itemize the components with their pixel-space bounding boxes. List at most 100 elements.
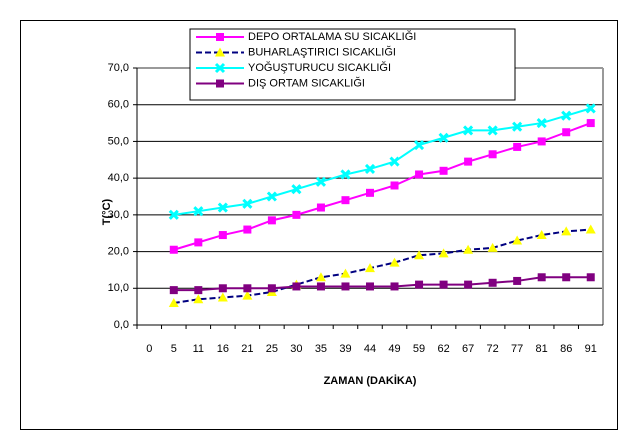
- data-point: [536, 230, 547, 240]
- data-point: [438, 132, 449, 143]
- data-point: [194, 286, 203, 295]
- x-tick-label: 5: [171, 343, 177, 355]
- data-point: [389, 156, 400, 167]
- x-tick-label: 62: [437, 343, 449, 355]
- data-point: [366, 188, 374, 197]
- legend-label: DEPO ORTALAMA SU SICAKLIĞI: [248, 30, 416, 43]
- y-tick-label: 50,0: [108, 135, 129, 147]
- y-tick-label: 40,0: [108, 172, 129, 184]
- x-tick-label: 44: [364, 343, 376, 355]
- data-point: [561, 226, 572, 236]
- data-point: [242, 290, 253, 300]
- data-point: [512, 235, 523, 245]
- data-point: [487, 125, 498, 136]
- data-point: [315, 272, 326, 282]
- legend-label: BUHARLAŞTIRICI SICAKLIĞI: [248, 45, 396, 58]
- x-tick-label: 67: [462, 343, 474, 355]
- series-line: [173, 228, 591, 304]
- y-tick-label: 30,0: [108, 209, 129, 221]
- series-line: [173, 276, 591, 292]
- data-point: [537, 137, 546, 146]
- data-point: [413, 140, 425, 151]
- data-point: [365, 263, 375, 273]
- data-point: [291, 184, 302, 195]
- data-point: [512, 121, 523, 132]
- data-point: [389, 257, 400, 267]
- y-tick-label: 60,0: [108, 99, 129, 111]
- legend-label: YOĞUŞTURUCU SICAKLIĞI: [248, 61, 391, 74]
- data-point: [488, 278, 497, 287]
- data-point: [340, 268, 351, 278]
- data-point: [315, 176, 327, 187]
- data-point: [194, 238, 203, 247]
- x-tick-label: 30: [290, 343, 302, 355]
- data-point: [193, 206, 204, 217]
- data-point: [168, 297, 179, 307]
- data-point: [414, 250, 425, 260]
- data-point: [169, 245, 178, 254]
- x-tick-label: 21: [241, 343, 253, 355]
- data-point: [218, 284, 227, 293]
- data-point: [364, 163, 376, 175]
- data-point: [439, 166, 448, 175]
- data-point: [487, 242, 498, 252]
- y-tick-label: 70,0: [108, 62, 129, 74]
- x-tick-label: 35: [315, 343, 327, 355]
- data-point: [217, 292, 228, 302]
- data-point: [217, 202, 228, 213]
- legend-marker: [214, 62, 226, 74]
- data-point: [390, 181, 399, 190]
- legend-marker: [216, 79, 224, 88]
- data-point: [169, 286, 178, 295]
- data-point: [242, 198, 253, 209]
- data-point: [292, 282, 301, 291]
- data-point: [340, 169, 351, 180]
- x-tick-label: 16: [217, 343, 229, 355]
- series-line: [173, 122, 592, 251]
- data-point: [463, 125, 474, 136]
- data-point: [536, 118, 547, 129]
- data-point: [267, 216, 276, 225]
- x-axis-label: ZAMAN (DAKİKA): [324, 374, 417, 387]
- x-tick-label: 77: [511, 343, 523, 355]
- x-tick-label: 86: [560, 343, 572, 355]
- data-point: [464, 157, 473, 166]
- x-tick-label: 81: [536, 343, 548, 355]
- x-tick-label: 11: [193, 343, 204, 355]
- data-point: [464, 280, 473, 289]
- y-axis-label: T(°C): [101, 198, 113, 225]
- data-point: [513, 276, 522, 285]
- legend-marker: [216, 33, 224, 41]
- data-point: [243, 284, 252, 293]
- series-line: [173, 107, 592, 216]
- x-tick-label: 72: [487, 343, 499, 355]
- data-point: [292, 210, 301, 219]
- x-tick-label: 59: [413, 343, 425, 355]
- x-tick-label: 91: [585, 343, 597, 355]
- data-point: [266, 191, 277, 202]
- x-tick-label: 49: [388, 343, 400, 355]
- x-tick-label: 0: [146, 343, 152, 355]
- data-point: [415, 170, 424, 179]
- data-point: [438, 248, 449, 258]
- data-point: [463, 244, 474, 254]
- x-tick-label: 39: [339, 343, 351, 355]
- data-point: [218, 231, 227, 240]
- x-tick-label: 25: [266, 343, 278, 355]
- data-point: [168, 209, 179, 220]
- data-point: [562, 128, 571, 137]
- data-point: [585, 224, 596, 234]
- data-point: [267, 284, 276, 293]
- data-point: [513, 142, 522, 151]
- legend-label: DIŞ ORTAM SICAKLIĞI: [248, 76, 365, 89]
- y-tick-label: 20,0: [108, 245, 129, 257]
- data-point: [561, 110, 572, 121]
- data-point: [585, 103, 596, 114]
- data-point: [243, 225, 252, 234]
- data-point: [562, 273, 571, 282]
- data-point: [488, 150, 497, 159]
- data-point: [415, 280, 424, 289]
- data-point: [390, 282, 399, 291]
